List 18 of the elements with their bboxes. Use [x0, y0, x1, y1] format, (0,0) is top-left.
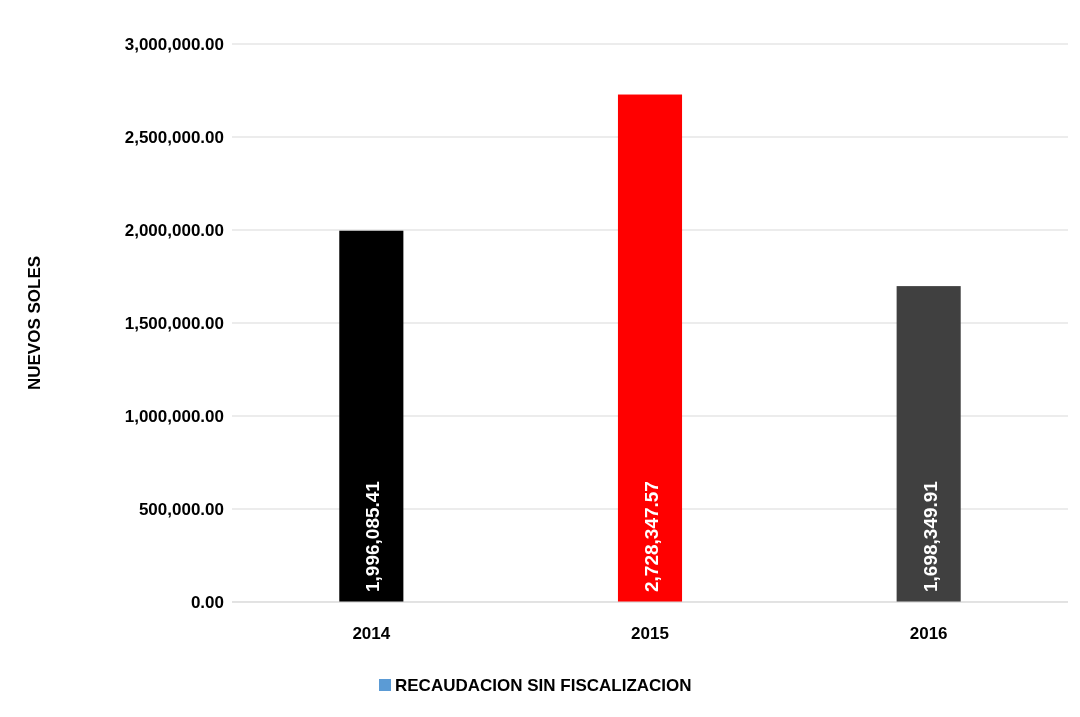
x-tick-label: 2016	[909, 624, 948, 643]
y-tick-label: 0.00	[190, 592, 224, 612]
y-tick-label: 1,000,000.00	[124, 406, 224, 426]
bar	[339, 230, 404, 602]
x-tick-label: 2014	[352, 624, 391, 643]
y-tick-label: 3,000,000.00	[124, 34, 224, 54]
x-tick-label: 2015	[631, 624, 669, 643]
bar	[617, 94, 683, 602]
y-axis-title: NUEVOS SOLES	[25, 255, 44, 391]
data-label: 1,996,085.41	[362, 480, 384, 592]
y-tick-label: 1,500,000.00	[124, 313, 224, 333]
y-tick-label: 2,000,000.00	[124, 220, 224, 240]
y-tick-label: 500,000.00	[138, 499, 224, 519]
data-label: 2,728,347.57	[641, 481, 662, 592]
data-label: 1,698,349.91	[919, 480, 941, 592]
bar	[896, 286, 961, 602]
y-tick-label: 2,500,000.00	[124, 127, 224, 147]
text: RECAUDACION SIN FISCALIZACION	[395, 675, 692, 695]
